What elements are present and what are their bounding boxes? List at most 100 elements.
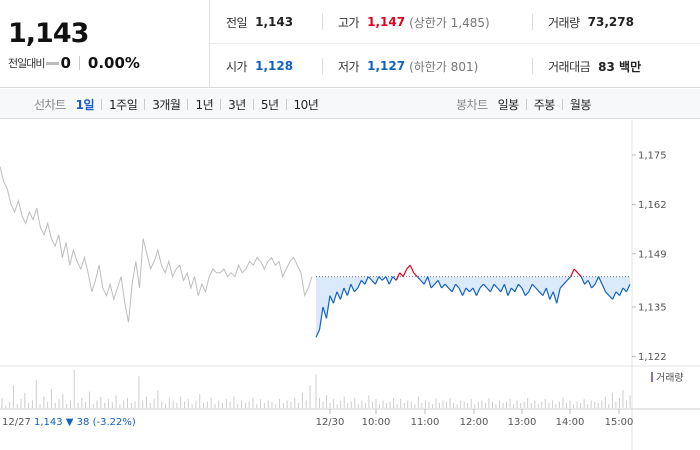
today-price-segment bbox=[360, 279, 366, 285]
today-price-segment bbox=[336, 291, 341, 300]
previous-day-readout: 12/27 1,143 ▼ 38 (-3.22%) bbox=[2, 417, 136, 428]
today-price-segment bbox=[353, 287, 359, 293]
volume-legend-swatch bbox=[651, 372, 653, 382]
tab-divider bbox=[561, 98, 563, 110]
today-price-segment bbox=[618, 287, 624, 296]
today-price-segment bbox=[416, 276, 422, 281]
today-price-segment bbox=[472, 287, 478, 296]
today-price-segment bbox=[385, 276, 390, 285]
stat-high: 고가 1,147 (상한가 1,485) bbox=[322, 0, 532, 44]
tab-daily[interactable]: 일봉 bbox=[497, 97, 520, 112]
today-price-segment bbox=[493, 283, 498, 289]
tab-divider bbox=[252, 98, 254, 110]
today-price-segment bbox=[318, 306, 324, 330]
today-price-segment bbox=[605, 291, 610, 297]
today-price-segment bbox=[625, 283, 631, 293]
today-price-segment bbox=[496, 287, 502, 293]
today-price-segment bbox=[339, 287, 345, 300]
today-price-segment bbox=[364, 276, 369, 285]
today-price-segment bbox=[367, 276, 373, 281]
current-price: 1,143 bbox=[8, 18, 89, 49]
chart-tab-bar: 선차트 1일 1주일 3개월 1년 3년 5년 10년 봉차트 일봉 주봉 월봉 bbox=[0, 89, 700, 119]
today-price-segment bbox=[420, 279, 425, 285]
today-price-segment bbox=[489, 283, 495, 293]
today-price-segment bbox=[528, 283, 533, 293]
stat-value: 1,143 bbox=[255, 15, 294, 29]
tab-3m[interactable]: 3개월 bbox=[152, 97, 181, 112]
stat-low: 저가 1,127 (하한가 801) bbox=[322, 44, 532, 88]
today-price-segment bbox=[381, 276, 387, 281]
stat-value: 83 백만 bbox=[598, 59, 642, 74]
tab-monthly[interactable]: 월봉 bbox=[569, 97, 592, 112]
tab-10y[interactable]: 10년 bbox=[293, 97, 319, 112]
x-tick-label: 10:00 bbox=[362, 417, 391, 428]
today-price-segment bbox=[322, 306, 328, 319]
candle-chart-label: 봉차트 bbox=[456, 97, 488, 112]
series-layer bbox=[0, 166, 631, 338]
tab-1w[interactable]: 1주일 bbox=[109, 97, 138, 112]
quote-summary: 1,143 전일대비 0 0.00% 전일 1,143 고가 1,147 (상한… bbox=[0, 0, 700, 88]
today-price-segment bbox=[427, 276, 432, 289]
stat-label: 거래대금 bbox=[548, 59, 591, 74]
today-price-segment bbox=[612, 291, 617, 300]
today-price-segment bbox=[503, 284, 509, 296]
tab-5y[interactable]: 5년 bbox=[260, 97, 279, 112]
volume-legend-label: 거래량 bbox=[656, 372, 684, 384]
tab-1d[interactable]: 1일 bbox=[75, 97, 95, 112]
price-chart[interactable]: 1,175 1,162 1,149 1,135 1,122 12/30 10:00 11:00… bbox=[0, 120, 700, 450]
stat-label: 전일 bbox=[226, 15, 248, 30]
today-price-segment bbox=[615, 291, 620, 297]
today-price-segment bbox=[350, 283, 355, 293]
x-tick-label: 12/30 bbox=[316, 417, 345, 428]
tab-divider bbox=[285, 98, 287, 110]
stat-value: 73,278 bbox=[587, 15, 634, 29]
today-price-segment bbox=[434, 279, 439, 285]
stat-amount: 거래대금 83 백만 bbox=[532, 44, 700, 88]
y-tick-label: 1,149 bbox=[638, 249, 667, 260]
today-price-segment bbox=[531, 283, 537, 289]
today-price-segment bbox=[622, 287, 627, 293]
tab-weekly[interactable]: 주봉 bbox=[533, 97, 556, 112]
today-price-segment bbox=[423, 276, 429, 285]
today-price-segment bbox=[374, 276, 380, 285]
today-price-segment bbox=[329, 295, 334, 304]
tab-1y[interactable]: 1년 bbox=[195, 97, 214, 112]
today-price-segment bbox=[517, 283, 523, 289]
divider bbox=[78, 56, 80, 70]
today-price-segment bbox=[587, 280, 593, 289]
today-price-segment bbox=[559, 283, 565, 289]
today-price-segment bbox=[346, 284, 352, 296]
tab-3y[interactable]: 3년 bbox=[228, 97, 246, 112]
x-tick-label: 12:00 bbox=[460, 417, 489, 428]
today-price-segment bbox=[475, 287, 481, 296]
stat-value: 1,127 bbox=[367, 59, 406, 73]
change-value: 0 bbox=[60, 54, 71, 72]
stat-open: 시가 1,128 bbox=[210, 44, 322, 88]
today-price-segment bbox=[563, 279, 568, 285]
stat-value: 1,147 bbox=[367, 15, 406, 29]
today-price-segment bbox=[577, 272, 582, 278]
today-price-segment bbox=[392, 276, 397, 281]
today-price-segment bbox=[486, 287, 491, 293]
today-price-segment bbox=[507, 287, 512, 296]
today-price-segment bbox=[448, 287, 453, 293]
tab-divider bbox=[525, 98, 527, 110]
today-price-segment bbox=[437, 280, 443, 289]
price-chart-svg: 1,175 1,162 1,149 1,135 1,122 12/30 10:00 11:00… bbox=[0, 120, 700, 450]
flat-change-icon bbox=[46, 61, 60, 65]
today-price-segment bbox=[371, 279, 376, 285]
today-price-segment bbox=[483, 283, 488, 289]
line-chart-tabs: 선차트 1일 1주일 3개월 1년 3년 5년 10년 bbox=[34, 89, 319, 119]
x-tick-label: 15:00 bbox=[605, 417, 634, 428]
today-price-segment bbox=[584, 279, 589, 285]
today-price-segment bbox=[521, 287, 526, 296]
today-price-segment bbox=[332, 291, 338, 304]
today-price-segment bbox=[406, 264, 411, 270]
today-price-segment bbox=[601, 283, 607, 293]
today-price-segment bbox=[388, 276, 394, 285]
today-price-segment bbox=[591, 283, 596, 289]
change-label: 전일대비 bbox=[8, 57, 45, 70]
today-price-segment bbox=[409, 264, 415, 274]
x-tick-label: 14:00 bbox=[556, 417, 585, 428]
today-price-segment bbox=[461, 287, 467, 296]
